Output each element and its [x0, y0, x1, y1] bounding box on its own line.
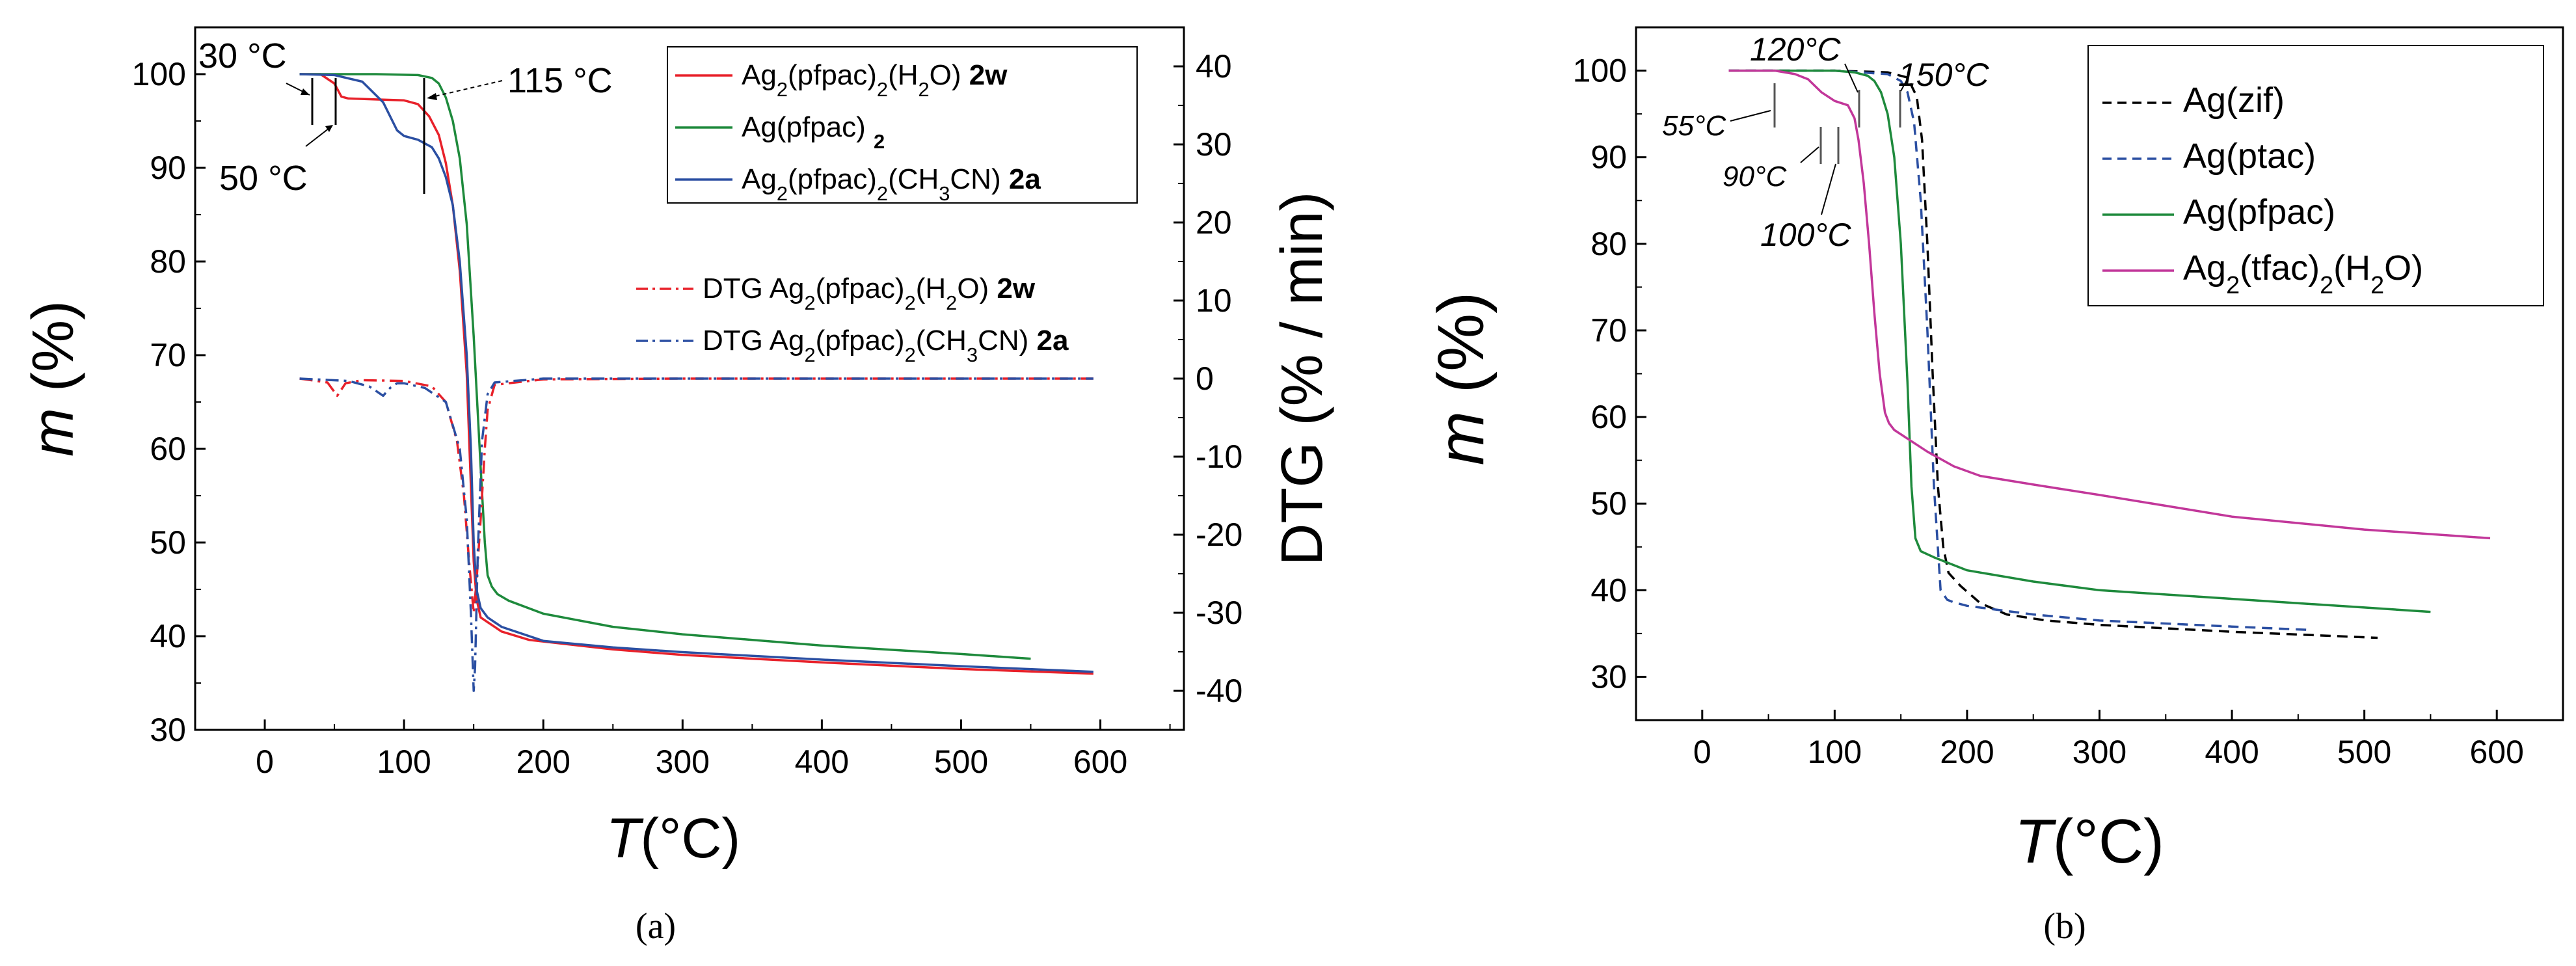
- y2-tick-label: 30: [1196, 126, 1232, 163]
- panel-b: 30 40 50 60 70 80 90 100 0 100 200 300 400 500 600 55…: [1425, 26, 2564, 946]
- annotation-30c: 30 °C: [198, 36, 287, 75]
- y-tick-label: 30: [150, 712, 186, 748]
- annotation-markers-a: [286, 78, 503, 194]
- x-tick-label: 600: [1073, 744, 1127, 780]
- y-tick-label: 40: [150, 618, 186, 654]
- y-tick-label: 80: [150, 243, 186, 280]
- arrowhead-30c: [301, 88, 310, 95]
- y-tick-label: 100: [1573, 53, 1627, 89]
- x-axis-label-b: T(°C): [2015, 807, 2164, 876]
- annotation-100c: 100°C: [1760, 217, 1851, 253]
- y-axis-label-a: m (%): [21, 301, 86, 457]
- x-tick-label: 300: [656, 744, 710, 780]
- y-axis-label-b: m (%): [1425, 292, 1497, 466]
- y2-tick-label: 10: [1196, 282, 1232, 319]
- series-line-dtg-ag2-pfpac-2-h2o-2w: [299, 377, 1093, 614]
- y-tick-label: 70: [150, 337, 186, 373]
- legend-label: DTG Ag2(pfpac)2(H2O) 2w: [703, 273, 1036, 314]
- y2-tick-label: -30: [1196, 595, 1242, 631]
- y-tick-label: 50: [1590, 485, 1627, 522]
- legend-box-b: [2087, 45, 2544, 306]
- series-line-ag-pfpac-2: [299, 73, 1031, 660]
- annotation-150c: 150°C: [1898, 57, 1989, 93]
- left-y-axis-a: 30 40 50 60 70 80 90 100: [132, 56, 206, 748]
- x-tick-label: 100: [377, 744, 431, 780]
- annotation-120c: 120°C: [1750, 31, 1841, 68]
- annotation-50c: 50 °C: [219, 159, 308, 198]
- annotation-90c: 90°C: [1723, 161, 1788, 193]
- x-tick-label: 500: [934, 744, 988, 780]
- y2-tick-label: 0: [1196, 360, 1214, 397]
- x-tick-label: 300: [2073, 734, 2127, 770]
- y-tick-label: 90: [150, 150, 186, 186]
- legend-label: Ag(ptac): [2183, 137, 2316, 176]
- x-tick-label: 600: [2469, 734, 2523, 770]
- leader-100c: [1821, 163, 1836, 215]
- y-tick-label: 50: [150, 524, 186, 561]
- legend-b: Ag(zif) Ag(ptac) Ag(pfpac) Ag2(tfac)2(H2O): [2102, 81, 2423, 299]
- y2-tick-label: -10: [1196, 438, 1242, 475]
- legend-label: Ag2(pfpac)2(CH3CN) 2a: [742, 163, 1041, 205]
- y2-axis-label-a: DTG (% / min): [1270, 192, 1335, 566]
- caption-a: (a): [636, 906, 676, 946]
- y-tick-label: 90: [1590, 139, 1627, 176]
- y2-tick-label: 20: [1196, 204, 1232, 241]
- y-tick-label: 60: [1590, 399, 1627, 435]
- x-tick-label: 0: [1693, 734, 1711, 770]
- caption-b: (b): [2043, 906, 2086, 946]
- arrow-115c: [429, 80, 503, 98]
- arrow-50c: [305, 126, 332, 147]
- y-tick-label: 30: [1590, 658, 1627, 695]
- leader-150c: [1900, 76, 1909, 92]
- legend-label: Ag(pfpac): [2183, 193, 2335, 232]
- x-tick-label: 500: [2337, 734, 2391, 770]
- y-tick-label: 60: [150, 431, 186, 467]
- y2-tick-label: -40: [1196, 673, 1242, 709]
- x-tick-label: 400: [2205, 734, 2259, 770]
- series-group-b: [1728, 69, 2491, 639]
- x-tick-label: 400: [795, 744, 849, 780]
- legend-label: Ag2(pfpac)2(H2O) 2w: [742, 59, 1008, 101]
- y2-tick-label: -20: [1196, 517, 1242, 553]
- x-tick-label: 200: [1940, 734, 1994, 770]
- legend-dtg-a: DTG Ag2(pfpac)2(H2O) 2w DTG Ag2(pfpac)2(C…: [636, 273, 1069, 366]
- y-tick-label: 40: [1590, 572, 1627, 608]
- legend-label: DTG Ag2(pfpac)2(CH3CN) 2a: [703, 325, 1069, 366]
- x-axis-b: 0 100 200 300 400 500 600: [1635, 710, 2524, 770]
- y-tick-label: 70: [1590, 312, 1627, 349]
- series-line-dtg-ag2-pfpac-2-ch3cn-2a: [299, 377, 1093, 692]
- legend-a: Ag2(pfpac)2(H2O) 2w Ag(pfpac) 2 Ag2(pfpac)…: [675, 59, 1041, 205]
- annotation-markers-b: [1730, 63, 1909, 215]
- x-tick-label: 100: [1808, 734, 1862, 770]
- series-line-ag2-tfac-2-h2o: [1728, 69, 2491, 540]
- leader-55c: [1730, 110, 1771, 122]
- legend-box-a: [667, 46, 1138, 204]
- x-axis-a: 0 100 200 300 400 500 600: [195, 719, 1171, 780]
- y2-tick-label: 40: [1196, 48, 1232, 85]
- series-group-a: [299, 73, 1093, 692]
- arrowhead-115c: [427, 93, 437, 100]
- series-line-ag-ptac: [1728, 69, 2312, 632]
- y-tick-label: 80: [1590, 226, 1627, 262]
- x-tick-label: 200: [516, 744, 570, 780]
- leader-90c: [1800, 146, 1819, 163]
- legend-label: Ag(zif): [2183, 81, 2285, 120]
- series-line-ag2-pfpac-2-ch3cn-2a: [299, 73, 1093, 673]
- y-axis-b: 30 40 50 60 70 80 90 100: [1573, 53, 1646, 695]
- arrowhead-50c: [325, 125, 333, 132]
- annotation-115c: 115 °C: [507, 61, 613, 100]
- x-tick-label: 0: [256, 744, 274, 780]
- leader-120c: [1844, 63, 1858, 93]
- x-axis-label-a: T(°C): [606, 807, 740, 870]
- right-y-axis-a: -40 -30 -20 -10 0 10 20 30 40: [1174, 48, 1242, 709]
- legend-label: Ag(pfpac) 2: [742, 111, 885, 153]
- series-line-ag-zif: [1728, 69, 2378, 639]
- annotation-55c: 55°C: [1662, 110, 1727, 142]
- series-line-ag-pfpac: [1728, 69, 2431, 613]
- y-tick-label: 100: [132, 56, 186, 92]
- legend-label: Ag2(tfac)2(H2O): [2183, 248, 2423, 299]
